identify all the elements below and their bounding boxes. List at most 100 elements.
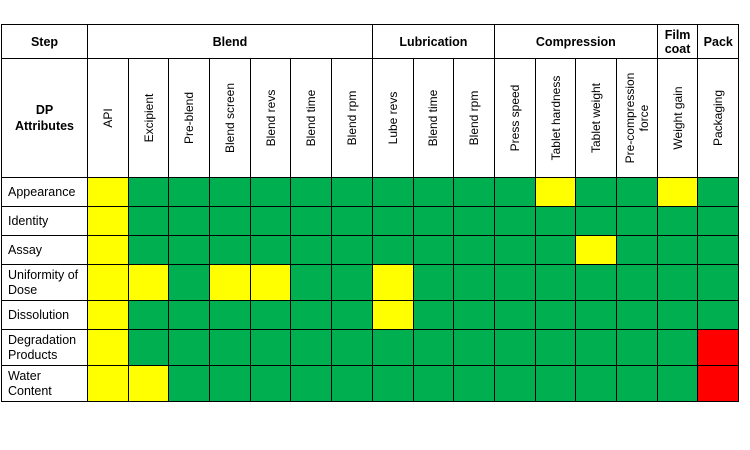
risk-cell bbox=[331, 329, 373, 366]
column-header-blend-time: Blend time bbox=[290, 58, 333, 178]
dp-label-line1: DP bbox=[35, 103, 54, 117]
group-header-blend: Blend bbox=[87, 24, 373, 59]
group-header-row: Step Blend Lubrication Compression Film c… bbox=[1, 24, 740, 59]
column-header-label: Blend screen bbox=[222, 82, 237, 154]
risk-cell bbox=[290, 206, 333, 236]
attribute-label: Water Content bbox=[1, 365, 88, 402]
column-header-blend-time: Blend time bbox=[412, 58, 455, 178]
column-header-label: Blend rpm bbox=[467, 90, 482, 146]
risk-cell bbox=[697, 365, 740, 402]
risk-cell bbox=[290, 177, 333, 207]
table-row: Water Content bbox=[1, 365, 740, 402]
column-header-weight-gain: Weight gain bbox=[656, 58, 699, 178]
risk-cell bbox=[575, 329, 618, 366]
table-row: Assay bbox=[1, 235, 740, 265]
column-header-label: Lube revs bbox=[385, 91, 400, 145]
column-header-label: Excipient bbox=[141, 93, 156, 143]
risk-cell bbox=[453, 329, 495, 366]
risk-cell bbox=[249, 300, 292, 330]
risk-cell bbox=[656, 365, 699, 402]
risk-cell bbox=[453, 365, 495, 402]
risk-cell bbox=[575, 300, 618, 330]
risk-cell bbox=[331, 235, 373, 265]
risk-cell bbox=[87, 329, 129, 366]
risk-cell bbox=[209, 235, 251, 265]
risk-cell bbox=[656, 206, 699, 236]
table-row: Uniformity of Dose bbox=[1, 264, 740, 301]
risk-cell bbox=[493, 206, 536, 236]
risk-cell bbox=[331, 206, 373, 236]
risk-cell bbox=[209, 206, 251, 236]
risk-cell bbox=[616, 300, 658, 330]
risk-cell bbox=[575, 177, 618, 207]
risk-cell bbox=[331, 177, 373, 207]
risk-cell bbox=[371, 206, 414, 236]
risk-cell bbox=[412, 300, 455, 330]
risk-cell bbox=[168, 329, 211, 366]
risk-cell bbox=[168, 300, 211, 330]
risk-cell bbox=[656, 235, 699, 265]
column-header-label: Packaging bbox=[711, 89, 726, 147]
risk-cell bbox=[534, 206, 577, 236]
risk-cell bbox=[209, 264, 251, 301]
risk-cell bbox=[534, 177, 577, 207]
risk-cell bbox=[656, 300, 699, 330]
risk-cell bbox=[616, 235, 658, 265]
risk-cell bbox=[127, 235, 170, 265]
risk-cell bbox=[697, 264, 740, 301]
risk-cell bbox=[697, 206, 740, 236]
risk-cell bbox=[290, 329, 333, 366]
risk-cell bbox=[331, 300, 373, 330]
risk-cell bbox=[412, 235, 455, 265]
risk-cell bbox=[127, 300, 170, 330]
column-header-label: Blend time bbox=[426, 89, 441, 147]
risk-cell bbox=[290, 235, 333, 265]
column-header-tablet-hardness: Tablet hardness bbox=[534, 58, 577, 178]
dp-attributes-header: DP Attributes bbox=[1, 58, 88, 178]
column-header-label: Press speed bbox=[507, 84, 522, 152]
column-header-excipient: Excipient bbox=[127, 58, 170, 178]
column-header-blend-revs: Blend revs bbox=[249, 58, 292, 178]
risk-cell bbox=[656, 177, 699, 207]
group-header-lubrication: Lubrication bbox=[371, 24, 495, 59]
risk-cell bbox=[209, 365, 251, 402]
table-row: Degradation Products bbox=[1, 329, 740, 366]
risk-cell bbox=[168, 177, 211, 207]
risk-cell bbox=[656, 264, 699, 301]
attribute-label: Appearance bbox=[1, 177, 88, 207]
risk-cell bbox=[493, 329, 536, 366]
column-header-label: Blend revs bbox=[263, 89, 278, 147]
table-row: Dissolution bbox=[1, 300, 740, 330]
risk-cell bbox=[534, 365, 577, 402]
risk-cell bbox=[87, 177, 129, 207]
risk-cell bbox=[168, 206, 211, 236]
risk-cell bbox=[697, 300, 740, 330]
risk-cell bbox=[87, 235, 129, 265]
column-header-label: Tablet weight bbox=[589, 82, 604, 154]
risk-cell bbox=[616, 206, 658, 236]
risk-cell bbox=[168, 365, 211, 402]
risk-cell bbox=[249, 365, 292, 402]
risk-cell bbox=[331, 264, 373, 301]
dp-label-line2: Attributes bbox=[14, 119, 75, 133]
risk-cell bbox=[371, 177, 414, 207]
risk-cell bbox=[697, 235, 740, 265]
column-header-label: API bbox=[100, 108, 115, 128]
column-header-label: Weight gain bbox=[670, 86, 685, 150]
risk-cell bbox=[697, 177, 740, 207]
risk-cell bbox=[412, 206, 455, 236]
risk-cell bbox=[453, 177, 495, 207]
table-row: Identity bbox=[1, 206, 740, 236]
risk-cell bbox=[575, 365, 618, 402]
risk-cell bbox=[412, 264, 455, 301]
risk-cell bbox=[493, 300, 536, 330]
risk-cell bbox=[616, 177, 658, 207]
risk-cell bbox=[87, 300, 129, 330]
risk-cell bbox=[371, 329, 414, 366]
column-header-label: Tablet hardness bbox=[548, 75, 563, 161]
risk-cell bbox=[534, 329, 577, 366]
risk-cell bbox=[453, 300, 495, 330]
risk-cell bbox=[371, 300, 414, 330]
attribute-label: Identity bbox=[1, 206, 88, 236]
risk-cell bbox=[453, 235, 495, 265]
